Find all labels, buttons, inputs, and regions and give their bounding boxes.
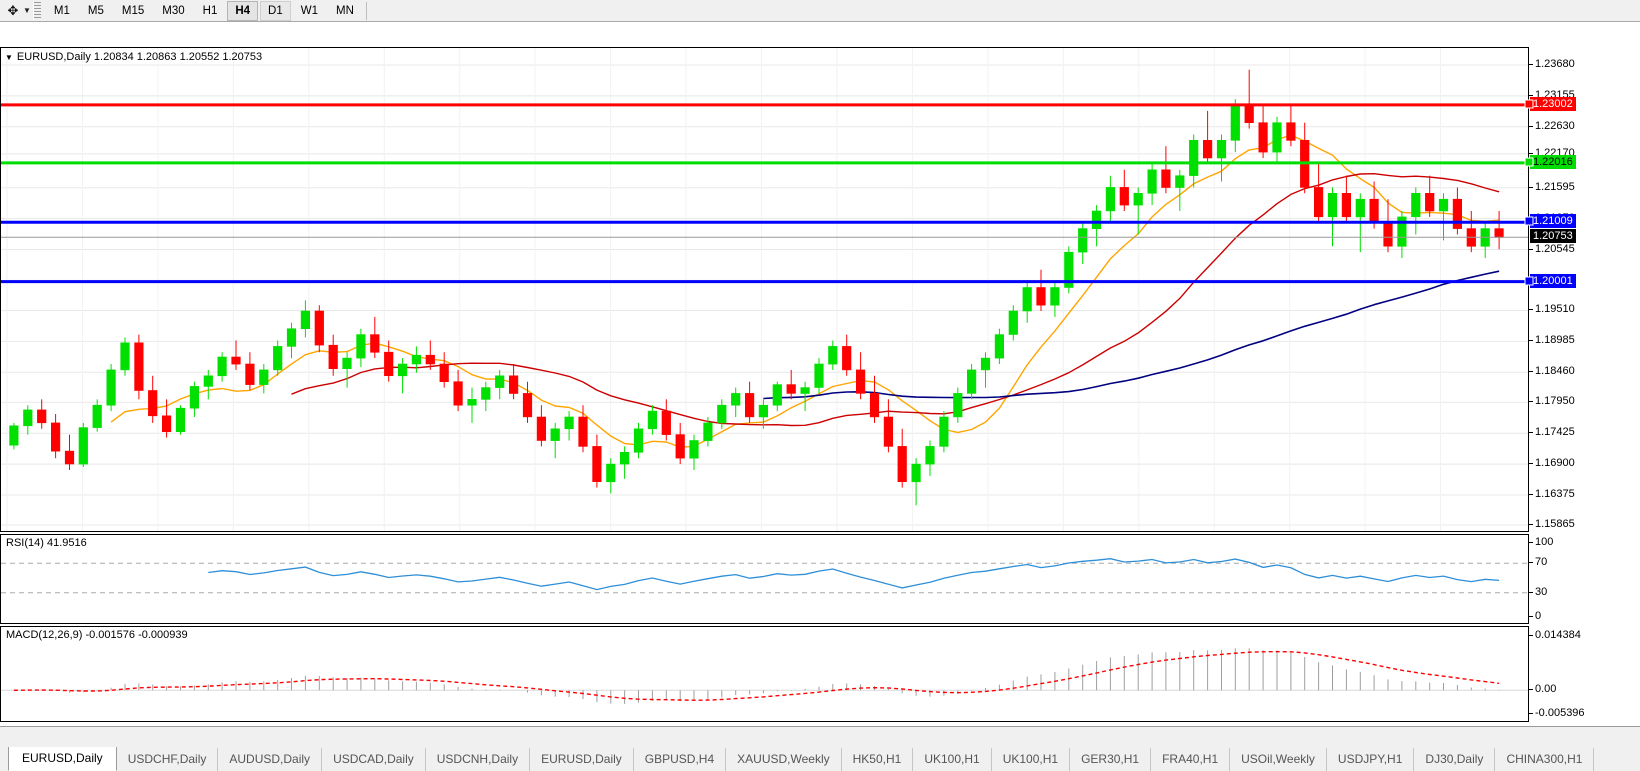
price-tick-label: 1.16900	[1535, 457, 1575, 470]
macd-tick-label: 0.014384	[1535, 629, 1581, 641]
macd-pane[interactable]: MACD(12,26,9) -0.001576 -0.000939	[0, 626, 1529, 722]
scale-tick	[1529, 689, 1533, 691]
chart-tab-ger30-h1[interactable]: GER30,H1	[1070, 748, 1152, 771]
chart-tab-eurusd-daily[interactable]: EURUSD,Daily	[8, 747, 117, 771]
price-tick-label: 1.21595	[1535, 180, 1575, 193]
rsi-tick-label: 70	[1535, 556, 1548, 569]
price-level-pivot-blue[interactable]: 1.21009	[1530, 214, 1576, 229]
chevron-down-icon[interactable]: ▼	[23, 6, 31, 15]
chart-tab-dj30-daily[interactable]: DJ30,Daily	[1414, 748, 1496, 771]
toolbar-grip[interactable]	[32, 1, 41, 20]
chart-tab-usoil-weekly[interactable]: USOil,Weekly	[1230, 748, 1327, 771]
timeframe-d1[interactable]: D1	[260, 0, 291, 21]
tab-list: EURUSD,Daily USDCHF,Daily AUDUSD,Daily USDC…	[0, 747, 1606, 771]
scale-tick	[1529, 94, 1533, 96]
price-tick-label: 1.17425	[1535, 426, 1575, 439]
price-pane[interactable]	[0, 47, 1529, 532]
scale-tick	[1529, 186, 1533, 188]
price-level-resistance[interactable]: 1.23002	[1530, 96, 1576, 111]
scale-tick	[1529, 371, 1533, 373]
timeframe-h1[interactable]: H1	[202, 4, 218, 17]
level-handle[interactable]	[1524, 99, 1534, 109]
price-chart-svg	[1, 48, 1528, 531]
scale-tick	[1529, 401, 1533, 403]
chart-tab-hk50-h1[interactable]: HK50,H1	[842, 748, 914, 771]
scale-tick	[1529, 152, 1533, 154]
price-scale[interactable]: 1.236801.231551.226301.221701.215951.210…	[1524, 47, 1640, 722]
scale-tick	[1529, 64, 1533, 65]
chart-tabbar: EURUSD,Daily USDCHF,Daily AUDUSD,Daily USDC…	[0, 726, 1640, 771]
chart-tab-audusd-daily[interactable]: AUDUSD,Daily	[218, 748, 323, 771]
chart-tab-china300-h1[interactable]: CHINA300,H1	[1495, 748, 1595, 771]
scale-tick	[1529, 562, 1533, 564]
scale-tick	[1529, 463, 1533, 465]
chart-tab-usdcad-daily[interactable]: USDCAD,Daily	[322, 748, 426, 771]
scale-tick	[1529, 248, 1533, 250]
chart-tab-xauusd-weekly[interactable]: XAUUSD,Weekly	[726, 748, 842, 771]
scale-tick	[1529, 493, 1533, 495]
chart-tab-gbpusd-h4[interactable]: GBPUSD,H4	[634, 748, 727, 771]
timeframe-m5[interactable]: M5	[87, 4, 104, 17]
timeframe-w1[interactable]: W1	[300, 4, 318, 17]
collapse-icon[interactable]: ▼	[5, 52, 13, 62]
price-tick-label: 1.15865	[1535, 518, 1575, 530]
symbol-ohlc-label: ▼ EURUSD,Daily 1.20834 1.20863 1.20552 1…	[5, 51, 262, 63]
scale-tick	[1529, 616, 1533, 617]
scale-tick	[1529, 524, 1533, 525]
scale-tick	[1529, 309, 1533, 311]
scale-tick	[1529, 125, 1533, 127]
price-tick-label: 1.16375	[1535, 487, 1575, 500]
price-tick-label: 1.18985	[1535, 334, 1575, 347]
rsi-pane[interactable]: RSI(14) 41.9516	[0, 534, 1529, 624]
timeframe-m1[interactable]: M1	[53, 4, 70, 17]
chart-tab-uk100-h1[interactable]: UK100,H1	[913, 748, 992, 771]
chart-tab-usdcnh-daily[interactable]: USDCNH,Daily	[426, 748, 531, 771]
scale-tick	[1529, 713, 1533, 714]
top-toolbar: ✥ ▼ M1 M5 M15 M30 H1 H4 D1 W1 MN	[0, 0, 1640, 22]
chart-tab-uk100-h1[interactable]: UK100,H1	[992, 748, 1071, 771]
macd-tick-label: 0.00	[1535, 683, 1557, 696]
scale-tick	[1529, 591, 1533, 593]
timeframe-group: M1 M5 M15 M30 H1 H4 D1 W1 MN	[45, 0, 370, 21]
scale-tick	[1529, 635, 1533, 636]
toolbar-separator	[365, 1, 367, 20]
rsi-tick-label: 100	[1535, 536, 1554, 548]
scale-tick	[1529, 340, 1533, 342]
scale-tick	[1529, 542, 1533, 543]
price-level-support-blue[interactable]: 1.20001	[1530, 273, 1576, 288]
chart-tab-usdjpy-h1[interactable]: USDJPY,H1	[1327, 748, 1415, 771]
price-level-support-green[interactable]: 1.22016	[1530, 154, 1576, 169]
crosshair-icon[interactable]: ✥	[7, 3, 19, 18]
scale-tick	[1529, 432, 1533, 434]
chart-tab-us[interactable]: US	[1594, 748, 1606, 771]
price-tick-label: 1.22630	[1535, 119, 1575, 132]
level-handle[interactable]	[1524, 216, 1534, 226]
price-level-last-price[interactable]: 1.20753	[1530, 229, 1576, 244]
timeframe-mn[interactable]: MN	[336, 4, 354, 17]
level-handle[interactable]	[1524, 276, 1534, 286]
rsi-chart-svg	[1, 558, 1528, 594]
timeframe-m15[interactable]: M15	[121, 4, 145, 17]
chart-area: ▼ EURUSD,Daily 1.20834 1.20863 1.20552 1…	[0, 22, 1640, 748]
chart-tab-eurusd-daily[interactable]: EURUSD,Daily	[530, 748, 634, 771]
price-tick-label: 1.23680	[1535, 58, 1575, 70]
rsi-tick-label: 30	[1535, 585, 1548, 598]
price-tick-label: 1.17950	[1535, 395, 1575, 408]
level-handle[interactable]	[1524, 157, 1534, 167]
rsi-tick-label: 0	[1535, 610, 1542, 622]
macd-label: MACD(12,26,9) -0.001576 -0.000939	[6, 629, 188, 641]
price-tick-label: 1.18460	[1535, 365, 1575, 378]
chart-tab-usdchf-daily[interactable]: USDCHF,Daily	[117, 748, 219, 771]
chart-tab-fra40-h1[interactable]: FRA40,H1	[1151, 748, 1231, 771]
macd-tick-label: -0.005396	[1535, 707, 1585, 719]
price-tick-label: 1.19510	[1535, 303, 1575, 316]
timeframe-h4[interactable]: H4	[227, 0, 259, 21]
macd-chart-svg	[1, 648, 1528, 704]
rsi-label: RSI(14) 41.9516	[6, 537, 87, 549]
symbol-ohlc-text: EURUSD,Daily 1.20834 1.20863 1.20552 1.2…	[16, 51, 263, 63]
timeframe-m30[interactable]: M30	[162, 4, 185, 17]
price-tick-label: 1.20545	[1535, 242, 1575, 255]
